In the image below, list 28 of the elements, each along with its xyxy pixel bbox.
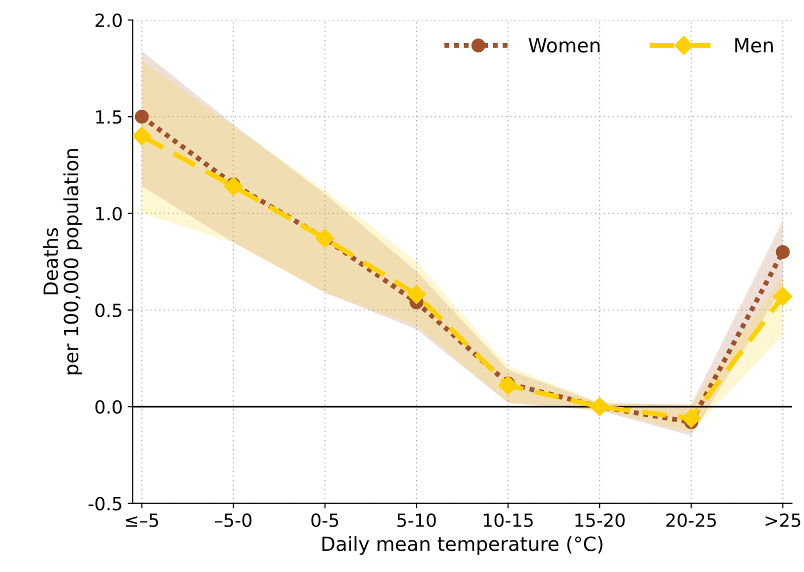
y-axis-title: Deaths per 100,000 population [43,149,82,374]
y-tick-label: -0.5 [88,496,122,510]
point [682,408,701,428]
point [498,376,518,395]
x-tick-label: 0-5 [311,513,338,528]
x-tick-label: 5-10 [397,513,436,528]
point [590,397,610,416]
x-tick-label: ≤–5 [126,514,158,528]
x-tick-label: >25 [766,513,800,528]
x-tick-label: –5-0 [215,513,252,528]
y-tick-label: 2.0 [96,13,122,28]
point [773,286,792,306]
point [776,245,790,259]
x-tick-label: 15-20 [575,513,625,528]
x-tick-label: 20-25 [666,513,716,528]
point [406,285,426,304]
x-axis-title: Daily mean temperature (°C) [322,536,602,555]
x-tick-label: 10-15 [484,513,533,528]
y-tick-label: 0.5 [95,303,122,318]
y-tick-label: 1.5 [96,110,122,124]
point [134,110,149,124]
y-tick-label: 0.0 [95,400,122,414]
point [132,126,152,146]
point [224,176,243,196]
y-tick-label: 1.0 [96,206,122,220]
legend-label: Women [528,38,600,53]
point [315,228,334,248]
legend-label: Men [735,38,773,53]
